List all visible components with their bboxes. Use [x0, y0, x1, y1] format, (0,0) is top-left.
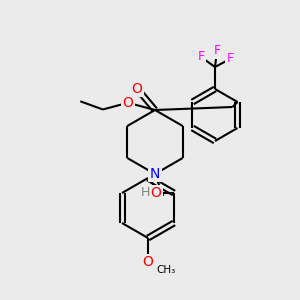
Text: O: O	[132, 82, 142, 96]
Text: CH₃: CH₃	[156, 265, 175, 275]
Text: H: H	[140, 187, 150, 200]
Text: O: O	[151, 186, 161, 200]
Text: O: O	[142, 255, 153, 269]
Text: F: F	[213, 44, 220, 58]
Text: N: N	[150, 167, 160, 181]
Text: O: O	[122, 96, 134, 110]
Text: F: F	[197, 50, 205, 64]
Text: F: F	[226, 52, 234, 65]
